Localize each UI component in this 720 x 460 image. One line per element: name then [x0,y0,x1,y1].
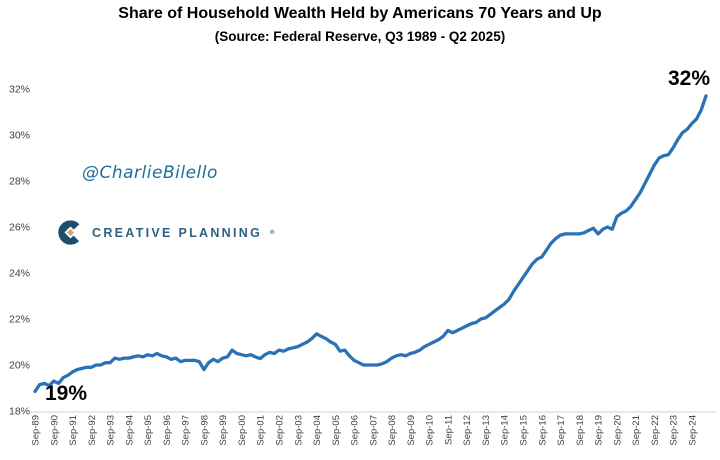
x-axis-tick-label: Sep-19 [594,415,605,446]
x-axis-tick-label: Sep-10 [425,415,436,446]
wealth-share-series-line [33,94,708,394]
y-axis-tick-label: 26% [9,222,30,234]
x-axis-tick-label: Sep-08 [387,415,398,446]
x-axis-tick-label: Sep-93 [106,415,117,446]
creative-planning-logo: CREATIVE PLANNING ® [57,219,275,246]
x-axis-tick-label: Sep-01 [256,415,267,446]
x-axis-tick-label: Sep-99 [218,415,229,446]
creative-planning-c-icon [58,220,83,245]
x-axis-tick-label: Sep-21 [631,415,642,446]
x-axis-tick-label: Sep-18 [575,415,586,446]
registered-trademark-symbol: ® [270,229,275,236]
creative-planning-wordmark: CREATIVE PLANNING [92,225,263,240]
x-axis-tick-label: Sep-03 [293,415,304,446]
x-axis-tick-label: Sep-04 [312,415,323,446]
x-axis-tick-label: Sep-98 [199,415,210,446]
x-axis-tick-label: Sep-07 [368,415,379,446]
y-axis-tick-label: 24% [9,268,30,280]
x-axis-tick-label: Sep-94 [124,415,135,446]
x-axis-tick-label: Sep-91 [68,415,79,446]
x-axis-tick-label: Sep-89 [31,415,42,446]
x-axis-tick-label: Sep-16 [537,415,548,446]
x-axis-tick-label: Sep-22 [650,415,661,446]
x-axis-tick-label: Sep-23 [669,415,680,446]
chart-title: Share of Household Wealth Held by Americ… [118,5,602,22]
x-axis-tick-label: Sep-92 [87,415,98,446]
x-axis-tick-label: Sep-06 [350,415,361,446]
y-axis-tick-label: 20% [9,360,30,372]
x-axis-tick-label: Sep-97 [181,415,192,446]
watermark-twitter-handle: @CharlieBilello [82,163,218,183]
y-axis-tick-label: 28% [9,176,30,188]
y-axis-tick-label: 32% [9,84,30,96]
x-axis-tick-label: Sep-02 [275,415,286,446]
y-axis-tick-label: 22% [9,314,30,326]
x-axis-tick-label: Sep-12 [462,415,473,446]
y-axis-tick-label: 18% [9,406,30,418]
x-axis-tick-label: Sep-20 [612,415,623,446]
annotation-start-value: 19% [45,382,87,405]
x-axis-tick-label: Sep-14 [500,415,511,446]
x-axis-tick-label: Sep-96 [162,415,173,446]
y-axis-tick-label: 30% [9,130,30,142]
x-axis-tick-label: Sep-24 [687,415,698,446]
x-axis-tick-label: Sep-09 [406,415,417,446]
x-axis-tick-label: Sep-11 [443,415,454,445]
x-axis-tick-label: Sep-95 [143,415,154,446]
chart-subtitle: (Source: Federal Reserve, Q3 1989 - Q2 2… [214,29,506,44]
x-axis-tick-label: Sep-05 [331,415,342,446]
x-axis-tick-label: Sep-17 [556,415,567,446]
annotation-end-value: 32% [668,67,710,90]
x-axis-tick-label: Sep-13 [481,415,492,446]
x-axis-tick-label: Sep-90 [49,415,60,446]
x-axis-tick-label: Sep-00 [237,415,248,446]
x-axis-tick-label: Sep-15 [519,415,530,446]
